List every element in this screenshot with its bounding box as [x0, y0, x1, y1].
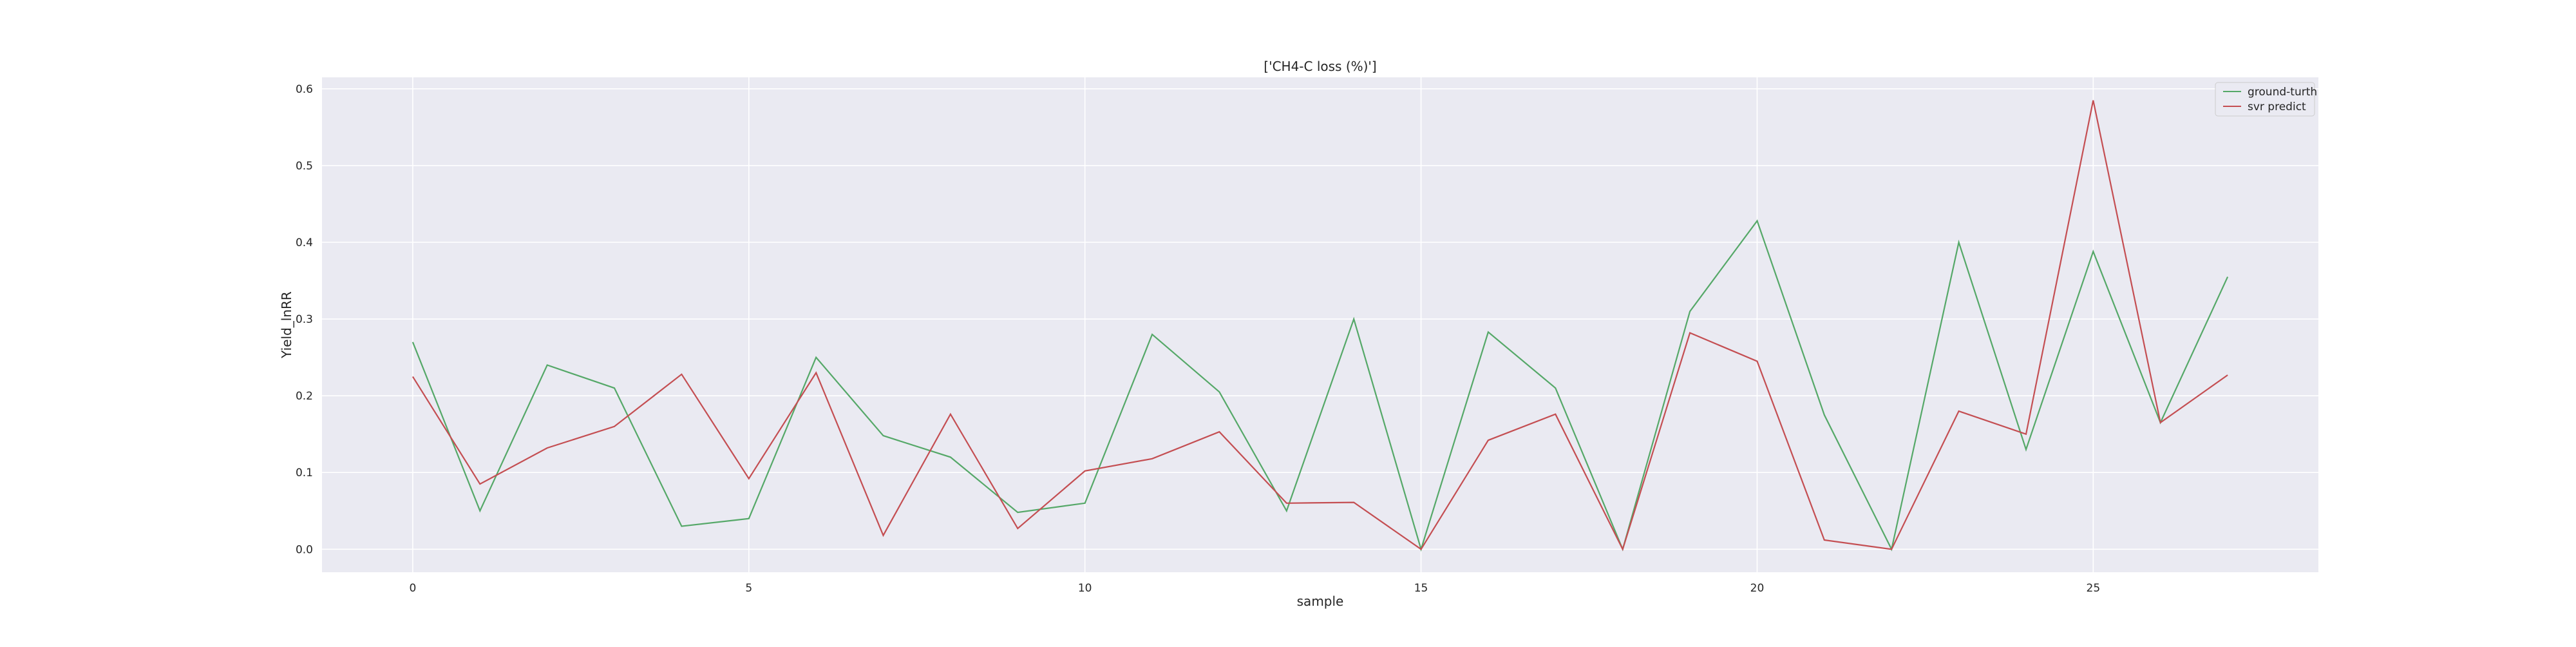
y-tick-label: 0.2 [296, 390, 313, 403]
y-tick-label: 0.4 [296, 237, 313, 249]
x-axis-label: sample [1297, 594, 1344, 609]
y-axis-label: Yield_lnRR [279, 291, 294, 359]
legend-label-ground-turth: ground-turth [2248, 86, 2317, 99]
x-tick-label: 0 [409, 582, 416, 595]
tick-labels: 0 5 10 15 20 25 0.0 0.1 0.2 0.3 0.4 0.5 0.6 [296, 83, 2100, 595]
y-tick-label: 0.6 [296, 83, 313, 96]
x-tick-label: 20 [1750, 582, 1765, 595]
y-tick-label: 0.1 [296, 467, 313, 479]
series-line-svr-predict [412, 100, 2228, 552]
chart-title: ['CH4-C loss (%)'] [1264, 59, 1376, 74]
grid-lines [322, 77, 2318, 572]
legend: ground-turth svr predict [2215, 82, 2317, 117]
y-tick-label: 0.3 [296, 313, 313, 326]
x-tick-label: 15 [1414, 582, 1428, 595]
legend-label-svr-predict: svr predict [2248, 101, 2306, 113]
series-lines [412, 100, 2229, 552]
series-line-ground-turth [412, 219, 2229, 552]
y-tick-label: 0.5 [296, 160, 313, 173]
x-tick-label: 10 [1078, 582, 1092, 595]
y-tick-label: 0.0 [296, 543, 313, 556]
x-tick-label: 25 [2087, 582, 2101, 595]
plot-background [322, 77, 2318, 572]
x-tick-label: 5 [745, 582, 752, 595]
